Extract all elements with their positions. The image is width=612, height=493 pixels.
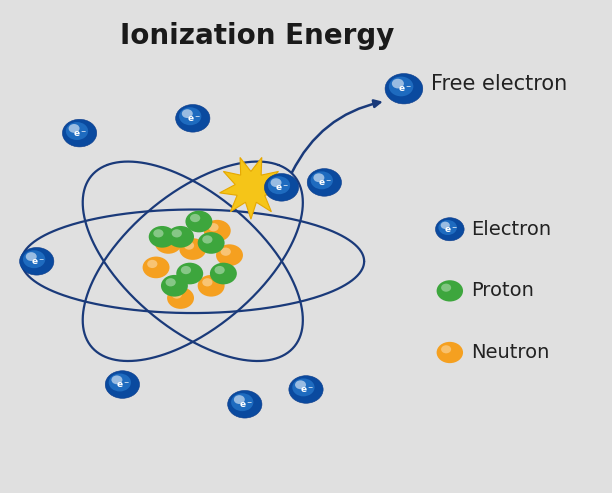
Circle shape	[105, 371, 140, 398]
Circle shape	[155, 232, 182, 254]
Circle shape	[26, 252, 37, 261]
Circle shape	[307, 169, 341, 196]
Circle shape	[289, 376, 323, 403]
Circle shape	[153, 229, 163, 238]
Text: e$^-$: e$^-$	[239, 400, 253, 410]
Text: e$^-$: e$^-$	[318, 178, 332, 188]
Circle shape	[216, 245, 243, 266]
Circle shape	[171, 229, 182, 238]
Circle shape	[438, 220, 457, 235]
Circle shape	[179, 107, 201, 125]
Text: Free electron: Free electron	[431, 74, 568, 94]
Circle shape	[202, 235, 212, 244]
Circle shape	[159, 235, 170, 244]
Text: Neutron: Neutron	[471, 343, 550, 362]
Circle shape	[441, 222, 450, 229]
Text: e$^-$: e$^-$	[73, 129, 88, 139]
Circle shape	[167, 287, 194, 309]
Circle shape	[228, 390, 262, 418]
Text: e$^-$: e$^-$	[31, 257, 45, 267]
Circle shape	[208, 223, 218, 231]
Circle shape	[202, 278, 212, 286]
Circle shape	[385, 73, 423, 104]
Circle shape	[184, 242, 194, 249]
Text: e$^-$: e$^-$	[444, 225, 458, 235]
Circle shape	[179, 238, 206, 260]
Text: Ionization Energy: Ionization Energy	[120, 22, 394, 50]
Circle shape	[190, 214, 200, 222]
Text: e$^-$: e$^-$	[275, 183, 289, 193]
Circle shape	[264, 174, 299, 201]
Circle shape	[313, 174, 324, 182]
Circle shape	[69, 124, 80, 133]
Circle shape	[143, 256, 170, 278]
Text: e$^-$: e$^-$	[398, 85, 412, 94]
Circle shape	[389, 76, 413, 96]
Text: Electron: Electron	[471, 220, 551, 239]
Text: e$^-$: e$^-$	[187, 114, 201, 124]
Circle shape	[231, 393, 253, 411]
Circle shape	[176, 105, 210, 132]
Circle shape	[167, 226, 194, 247]
Circle shape	[293, 379, 315, 396]
Circle shape	[198, 232, 225, 254]
Circle shape	[220, 247, 231, 256]
Circle shape	[436, 280, 463, 302]
Circle shape	[436, 342, 463, 363]
Polygon shape	[220, 157, 282, 219]
Circle shape	[268, 176, 290, 194]
Circle shape	[181, 266, 191, 274]
Circle shape	[176, 263, 203, 284]
Circle shape	[23, 250, 45, 268]
Circle shape	[66, 122, 88, 140]
Circle shape	[311, 172, 333, 189]
Circle shape	[20, 247, 54, 275]
Circle shape	[111, 376, 122, 384]
Circle shape	[62, 119, 97, 147]
Circle shape	[271, 178, 282, 187]
Circle shape	[165, 278, 176, 286]
Text: Proton: Proton	[471, 282, 534, 300]
Circle shape	[149, 226, 176, 247]
Circle shape	[204, 220, 231, 242]
Circle shape	[214, 266, 225, 274]
Circle shape	[109, 374, 131, 391]
Circle shape	[147, 260, 157, 268]
Circle shape	[182, 109, 193, 118]
Circle shape	[161, 275, 188, 297]
Circle shape	[234, 395, 245, 404]
Circle shape	[210, 263, 237, 284]
Circle shape	[295, 381, 306, 389]
Circle shape	[441, 283, 451, 292]
Circle shape	[392, 79, 404, 88]
Text: e$^-$: e$^-$	[116, 381, 130, 390]
Circle shape	[441, 345, 451, 353]
Circle shape	[436, 218, 464, 241]
Text: e$^-$: e$^-$	[300, 386, 314, 395]
Circle shape	[198, 275, 225, 297]
Circle shape	[171, 290, 182, 299]
Circle shape	[185, 211, 212, 232]
